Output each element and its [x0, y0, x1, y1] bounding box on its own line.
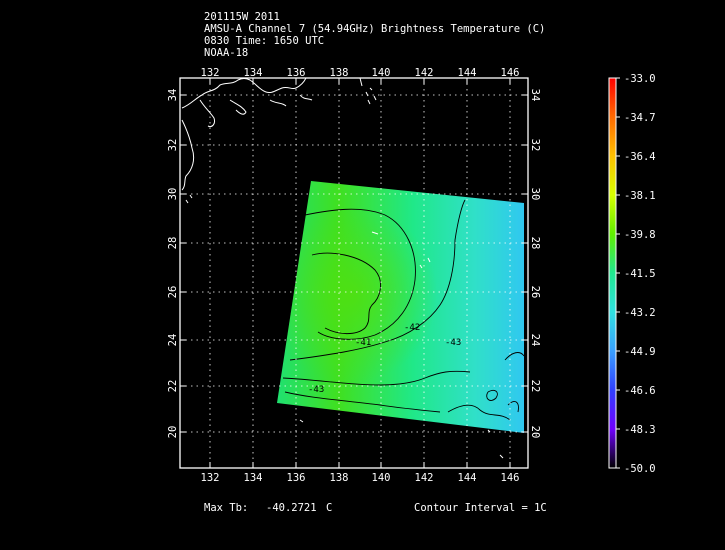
colorbar-label: -50.0: [624, 463, 656, 475]
colorbar-label: -33.0: [624, 73, 656, 85]
lat-tick-label: 28: [167, 237, 179, 250]
lat-tick-label-right: 28: [529, 237, 541, 250]
lat-tick-label-right: 34: [529, 89, 541, 102]
coastline-japan: [181, 78, 504, 459]
lat-tick-label-right: 32: [529, 139, 541, 152]
colorbar-label: -48.3: [624, 424, 656, 436]
lon-tick-label-bottom: 146: [501, 472, 520, 484]
contour-lines: [282, 199, 525, 421]
chart-title: 201115W 2011 AMSU-A Channel 7 (54.94GHz) …: [204, 11, 545, 59]
lat-tick-label: 32: [167, 139, 179, 152]
contour-label-41: -41: [355, 338, 371, 348]
lon-tick-label-bottom: 136: [287, 472, 306, 484]
lat-tick-label: 30: [167, 188, 179, 201]
lat-tick-label: 24: [167, 334, 179, 347]
graticule: [180, 78, 528, 468]
lat-tick-label-right: 26: [529, 286, 541, 299]
title-line-time: 0830 Time: 1650 UTC: [204, 35, 325, 47]
colorbar-label: -36.4: [624, 151, 656, 163]
lon-tick-label: 132: [201, 67, 220, 79]
colorbar-label: -43.2: [624, 307, 656, 319]
lon-tick-label: 138: [330, 67, 349, 79]
lat-tick-label: 34: [167, 89, 179, 102]
colorbar-label: -38.1: [624, 190, 656, 202]
colorbar-label: -44.9: [624, 346, 656, 358]
colorbar-ticks: [616, 77, 620, 469]
lon-tick-label-bottom: 140: [372, 472, 391, 484]
title-line-storm: 201115W 2011: [204, 11, 280, 23]
contour-label-42: -42: [404, 323, 420, 333]
title-line-satellite: NOAA-18: [204, 47, 249, 59]
lon-tick-label-bottom: 132: [201, 472, 220, 484]
contour-label-43b: -43: [308, 385, 324, 395]
lon-tick-label: 140: [372, 67, 391, 79]
lon-tick-label: 142: [415, 67, 434, 79]
lon-tick-label: 144: [458, 67, 477, 79]
colorbar-label: -39.8: [624, 229, 656, 241]
colorbar-labels: -33.0 -34.7 -36.4 -38.1 -39.8 -41.5 -43.…: [624, 73, 656, 475]
colorbar-label: -46.6: [624, 385, 656, 397]
lat-tick-label-right: 24: [529, 334, 541, 347]
lat-tick-label: 26: [167, 286, 179, 299]
lat-tick-label-right: 20: [529, 426, 541, 439]
max-tb-unit: C: [326, 502, 333, 514]
lon-tick-label-bottom: 134: [244, 472, 263, 484]
lon-tick-label-bottom: 142: [415, 472, 434, 484]
frame-ticks: [180, 78, 528, 468]
lon-tick-label-bottom: 138: [330, 472, 349, 484]
contour-label-43a: -43: [445, 338, 461, 348]
max-tb-value: -40.2721: [266, 502, 317, 514]
lat-tick-label: 22: [167, 380, 179, 393]
lon-tick-label: 134: [244, 67, 263, 79]
lat-tick-label: 20: [167, 426, 179, 439]
colorbar: [608, 77, 617, 469]
lat-tick-label-right: 30: [529, 188, 541, 201]
map-frame: [179, 77, 529, 469]
colorbar-label: -41.5: [624, 268, 656, 280]
contour-interval: Contour Interval = 1C: [414, 502, 547, 514]
lon-tick-label-bottom: 144: [458, 472, 477, 484]
max-tb-label: Max Tb:: [204, 502, 249, 514]
lon-tick-label: 146: [501, 67, 520, 79]
title-line-product: AMSU-A Channel 7 (54.94GHz) Brightness T…: [204, 23, 546, 35]
colorbar-label: -34.7: [624, 112, 656, 124]
lat-tick-label-right: 22: [529, 380, 541, 393]
lon-tick-label: 136: [287, 67, 306, 79]
